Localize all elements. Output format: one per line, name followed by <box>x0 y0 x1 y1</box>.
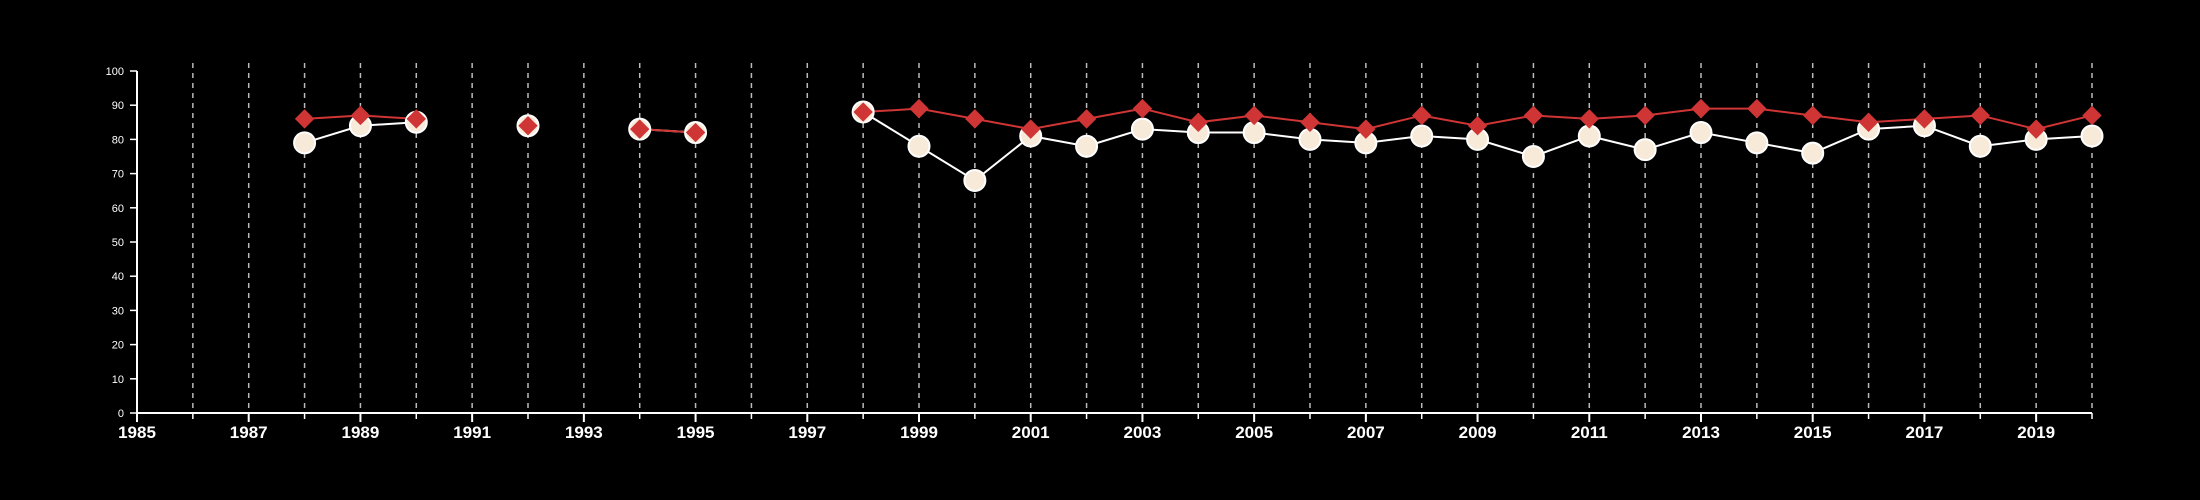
diamond-point-2004 <box>1188 112 1208 133</box>
y-tick-label: 0 <box>118 408 124 420</box>
circle-point-2018 <box>1968 134 1992 158</box>
circle-point-2008 <box>1410 124 1434 148</box>
diamond-point-1992 <box>518 116 538 136</box>
y-tick-label: 20 <box>112 340 124 352</box>
x-tick-label: 2017 <box>1906 423 1944 442</box>
x-tick-label: 2005 <box>1235 423 1273 442</box>
diamond-point-2018 <box>1970 105 1990 126</box>
diamond-point-2014 <box>1747 98 1767 119</box>
diamond-point-1999 <box>909 98 929 119</box>
x-tick-label: 2001 <box>1012 423 1050 442</box>
diamond-point-2005 <box>1244 105 1264 126</box>
diamond-point-1994 <box>630 119 650 139</box>
x-tick-label: 1989 <box>342 423 380 442</box>
y-tick-label: 70 <box>112 169 124 181</box>
circle-point-2002 <box>1075 134 1099 158</box>
circle-point-2012 <box>1633 138 1657 162</box>
diamond-point-2003 <box>1132 98 1153 119</box>
diamond-point-2017 <box>1914 109 1935 129</box>
diamond-point-1989 <box>350 105 371 126</box>
series <box>293 98 2104 192</box>
diamond-point-2002 <box>1076 109 1097 129</box>
diamond-point-2011 <box>1579 109 1599 129</box>
circle-point-1988 <box>293 131 317 155</box>
y-tick-label: 80 <box>112 134 124 146</box>
x-tick-label: 2011 <box>1571 423 1608 442</box>
x-tick-label: 2013 <box>1682 423 1720 442</box>
diamond-point-2015 <box>1803 105 1823 126</box>
diamond-point-1988 <box>294 109 315 129</box>
circle-point-2020 <box>2080 124 2104 148</box>
series-1-markers <box>294 98 2102 143</box>
diamond-point-2013 <box>1691 98 1711 119</box>
diamond-point-2009 <box>1467 116 1488 136</box>
diamond-point-1995 <box>685 122 706 143</box>
circle-point-2003 <box>1130 117 1154 141</box>
x-tick-label: 2015 <box>1794 423 1832 442</box>
y-tick-label: 10 <box>112 374 124 386</box>
diamond-point-2012 <box>1635 105 1655 126</box>
x-tick-label: 1999 <box>900 423 938 442</box>
x-tick-label: 2019 <box>2017 423 2055 442</box>
circle-point-2013 <box>1689 121 1713 145</box>
circle-point-2010 <box>1521 145 1545 168</box>
circle-point-2006 <box>1298 127 1322 151</box>
diamond-point-2019 <box>2026 119 2046 139</box>
diamond-point-2007 <box>1356 119 1376 139</box>
x-tick-label: 1993 <box>565 423 603 442</box>
x-tick-label: 1985 <box>118 423 156 442</box>
diamond-point-2000 <box>965 109 985 129</box>
axes: 0 10 20 30 40 50 60 70 80 90 100 1985 1987 1989 1991 19… <box>106 66 2093 442</box>
diamond-point-1990 <box>406 109 426 129</box>
diamond-point-2008 <box>1412 105 1432 126</box>
circle-point-2014 <box>1745 131 1769 155</box>
y-tick-label: 50 <box>112 237 124 249</box>
x-tick-label: 1995 <box>677 423 715 442</box>
x-tick-label: 2003 <box>1124 423 1162 442</box>
diamond-point-2010 <box>1523 105 1544 126</box>
y-tick-label: 30 <box>112 305 124 317</box>
x-tick-label: 1987 <box>230 423 268 442</box>
circle-point-2015 <box>1801 141 1825 165</box>
circle-point-2000 <box>963 168 987 192</box>
x-tick-label: 2007 <box>1347 423 1385 442</box>
y-tick-label: 100 <box>106 66 124 78</box>
y-tick-label: 90 <box>112 100 124 112</box>
circle-point-2011 <box>1577 124 1601 148</box>
y-tick-label: 60 <box>112 203 124 215</box>
diamond-point-2001 <box>1021 119 1041 139</box>
gridlines <box>192 63 2093 413</box>
diamond-point-2020 <box>2082 105 2102 126</box>
x-tick-label: 2009 <box>1459 423 1497 442</box>
diamond-point-1998 <box>853 102 873 122</box>
x-tick-label: 1997 <box>788 423 826 442</box>
circle-point-2005 <box>1242 121 1266 145</box>
diamond-point-2006 <box>1300 112 1320 133</box>
y-tick-label: 40 <box>112 271 124 283</box>
x-tick-label: 1991 <box>453 423 491 442</box>
diamond-point-2016 <box>1858 112 1879 133</box>
circle-point-1999 <box>907 134 931 158</box>
